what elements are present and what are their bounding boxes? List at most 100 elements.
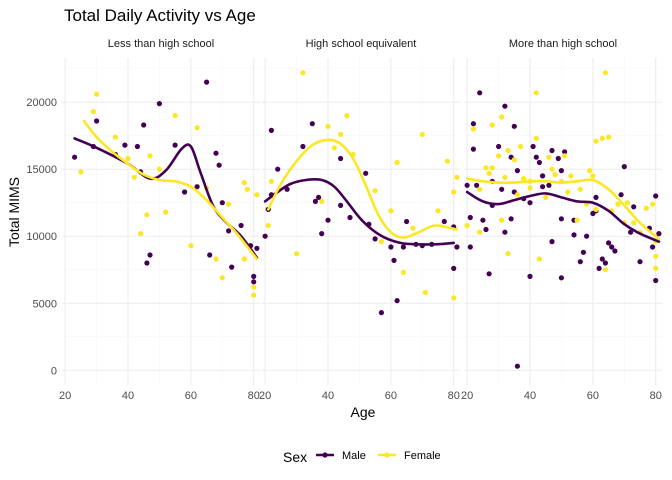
chart-title: Total Daily Activity vs Age bbox=[64, 6, 256, 25]
data-point-female bbox=[546, 154, 552, 160]
data-point-female bbox=[94, 91, 100, 97]
data-point-male bbox=[94, 118, 100, 124]
panel-background bbox=[262, 58, 460, 385]
x-tick-label: 40 bbox=[524, 390, 536, 402]
y-tick-label: 0 bbox=[51, 365, 57, 377]
data-point-male bbox=[338, 202, 344, 208]
data-point-female bbox=[378, 239, 384, 245]
data-point-female bbox=[268, 178, 274, 184]
data-point-male bbox=[122, 142, 128, 148]
data-point-male bbox=[549, 147, 555, 154]
data-point-male bbox=[207, 252, 213, 258]
data-point-male bbox=[606, 240, 612, 246]
data-point-male bbox=[527, 273, 533, 279]
data-point-male bbox=[391, 257, 397, 263]
x-axis-title: Age bbox=[351, 404, 376, 420]
data-point-male bbox=[251, 273, 257, 279]
data-point-female bbox=[536, 256, 543, 262]
data-point-female bbox=[112, 134, 118, 140]
data-point-female bbox=[624, 200, 631, 206]
smooth-line-female bbox=[82, 119, 259, 261]
data-point-male bbox=[584, 233, 590, 239]
data-point-female bbox=[489, 165, 495, 171]
data-point-male bbox=[400, 244, 406, 250]
data-point-male bbox=[441, 218, 447, 225]
x-tick-label: 40 bbox=[322, 390, 334, 402]
data-point-female bbox=[344, 113, 350, 119]
data-point-female bbox=[422, 289, 428, 296]
data-point-female bbox=[505, 251, 511, 257]
data-point-male bbox=[147, 252, 153, 258]
data-point-male bbox=[454, 244, 460, 250]
x-tick-label: 80 bbox=[248, 390, 260, 402]
data-point-female bbox=[593, 206, 599, 212]
data-point-male bbox=[474, 182, 480, 188]
data-point-male bbox=[480, 217, 486, 223]
data-point-female bbox=[568, 173, 574, 179]
legend-item-female: Female bbox=[378, 450, 441, 462]
data-point-male bbox=[558, 275, 565, 281]
data-point-male bbox=[363, 170, 369, 176]
data-point-male bbox=[486, 271, 492, 277]
data-point-male bbox=[467, 244, 473, 250]
data-point-male bbox=[540, 173, 546, 179]
data-point-male bbox=[216, 162, 222, 168]
smooth-line-female bbox=[465, 177, 661, 241]
data-point-female bbox=[251, 284, 257, 290]
data-point-female bbox=[125, 155, 131, 162]
data-point-male bbox=[219, 200, 225, 206]
data-point-male bbox=[470, 146, 476, 152]
data-point-female bbox=[241, 256, 247, 262]
data-point-female bbox=[653, 253, 659, 259]
data-point-male bbox=[467, 214, 473, 221]
data-point-male bbox=[262, 233, 268, 239]
data-point-male bbox=[213, 150, 219, 156]
panel-background bbox=[464, 58, 662, 385]
data-point-male bbox=[502, 103, 508, 109]
data-point-male bbox=[653, 193, 659, 199]
y-axis-title: Total MIMS bbox=[6, 177, 22, 247]
y-tick-label: 15000 bbox=[26, 164, 57, 176]
data-point-female bbox=[511, 157, 517, 163]
data-point-male bbox=[338, 155, 344, 162]
data-point-female bbox=[631, 220, 637, 226]
facet-strip-label: High school equivalent bbox=[306, 38, 417, 50]
x-tick-label: 20 bbox=[461, 390, 473, 402]
data-point-male bbox=[530, 143, 536, 150]
x-tick-label: 80 bbox=[448, 390, 460, 402]
data-point-male bbox=[499, 186, 505, 192]
data-point-female bbox=[251, 292, 257, 298]
data-point-male bbox=[514, 168, 521, 174]
data-point-male bbox=[514, 363, 521, 369]
data-point-female bbox=[156, 166, 162, 172]
data-point-female bbox=[435, 208, 441, 214]
data-point-male bbox=[404, 218, 410, 225]
data-point-female bbox=[254, 192, 260, 198]
data-point-female bbox=[338, 131, 344, 137]
data-point-male bbox=[451, 265, 457, 271]
data-point-male bbox=[194, 184, 200, 190]
data-point-male bbox=[546, 182, 552, 188]
data-point-female bbox=[294, 251, 300, 257]
data-point-female bbox=[518, 143, 524, 150]
data-point-female bbox=[552, 172, 558, 178]
data-point-male bbox=[319, 231, 325, 237]
data-point-male bbox=[182, 189, 188, 195]
data-point-female bbox=[78, 169, 84, 175]
data-point-male bbox=[549, 239, 555, 245]
data-point-female bbox=[219, 275, 225, 281]
data-point-male bbox=[325, 217, 331, 223]
data-point-male bbox=[316, 194, 322, 200]
facet-strip-label: More than high school bbox=[509, 38, 617, 50]
data-point-male bbox=[577, 259, 583, 265]
facet-panel: High school equivalent 20 40 60 80 bbox=[259, 38, 460, 402]
data-point-female bbox=[454, 174, 460, 180]
data-point-female bbox=[400, 269, 406, 275]
facet-panel: Less than high school 20 40 60 80 bbox=[59, 38, 260, 402]
smooth-line-male bbox=[263, 177, 455, 246]
facet-panel: More than high school 20 40 60 80 bbox=[461, 38, 662, 402]
data-point-male bbox=[394, 298, 400, 304]
data-point-female bbox=[549, 166, 555, 172]
x-tick-label: 20 bbox=[59, 390, 71, 402]
